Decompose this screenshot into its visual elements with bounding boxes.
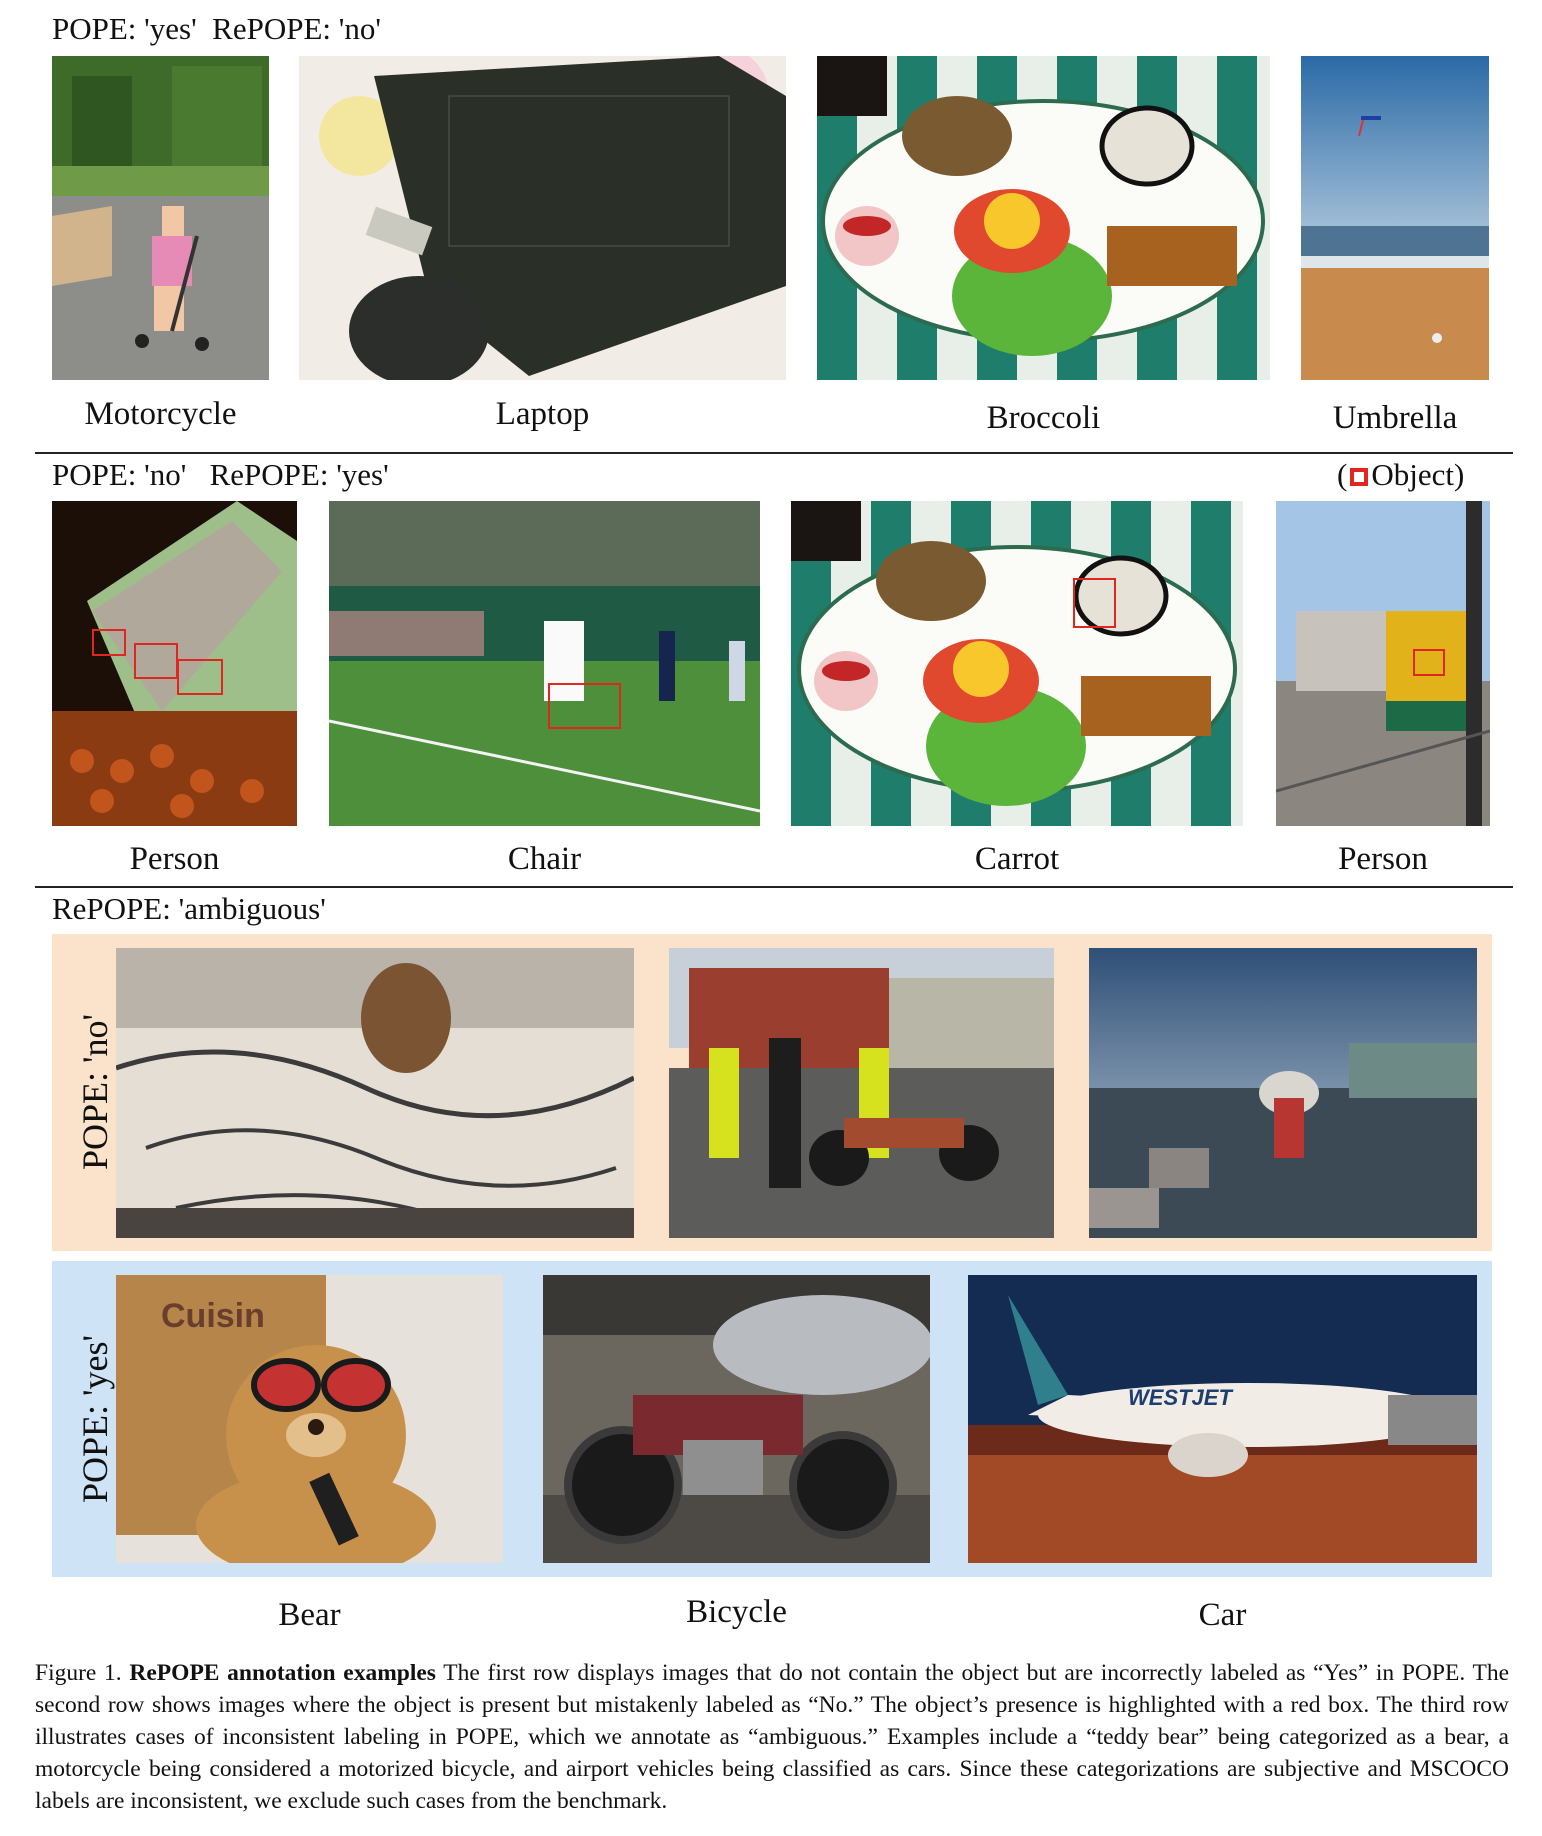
image-airport-dusk-example [1089, 948, 1477, 1238]
divider [35, 886, 1513, 888]
image-motorcycle-example [52, 56, 269, 380]
red-box-legend-icon [1350, 468, 1369, 486]
row3-header: RePOPE: 'ambiguous' [52, 891, 326, 926]
panel-pope-yes: POPE: 'yes' Cuisin [52, 1261, 1492, 1577]
image-laptop-example [299, 56, 786, 380]
object-highlight-box [1073, 578, 1116, 628]
row1-label-broccoli: Broccoli [986, 400, 1101, 436]
image-carrot-example [791, 501, 1243, 826]
image-chair-tennis-example [329, 501, 760, 826]
svg-text:WESTJET: WESTJET [1128, 1385, 1233, 1410]
panel-label-pope-no: POPE: 'no' [75, 1014, 115, 1171]
image-teddy-goggles-example: Cuisin [116, 1275, 503, 1563]
object-highlight-box [92, 629, 126, 656]
image-person-trolley-example [1276, 501, 1490, 826]
row2-label-chair: Chair [507, 841, 582, 877]
row3-label-bicycle: Bicycle [686, 1594, 787, 1630]
panel-label-pope-yes: POPE: 'yes' [75, 1335, 115, 1503]
row1-header: POPE: 'yes' RePOPE: 'no' [52, 11, 381, 46]
legend-open-paren: ( [1337, 457, 1348, 492]
row2-header: POPE: 'no' RePOPE: 'yes' [52, 457, 389, 492]
row3-label-car: Car [1198, 1597, 1247, 1633]
row1-label-umbrella: Umbrella [1332, 400, 1458, 436]
caption-title: RePOPE annotation examples [129, 1660, 436, 1686]
svg-text:Cuisin: Cuisin [161, 1297, 265, 1335]
panel-pope-no: POPE: 'no' [52, 934, 1492, 1251]
object-highlight-box [548, 683, 621, 729]
row1-label-motorcycle: Motorcycle [84, 396, 237, 432]
figure-caption: Figure 1. RePOPE annotation examples The… [35, 1657, 1509, 1817]
image-broccoli-example [817, 56, 1270, 380]
image-teddy-bed-example [116, 948, 634, 1238]
row2-label-person-1: Person [129, 841, 220, 877]
object-highlight-box [134, 643, 178, 679]
image-westjet-plane-example: WESTJET [968, 1275, 1477, 1563]
legend-text: Object) [1371, 457, 1465, 492]
object-highlight-box [177, 659, 223, 695]
object-highlight-box [1413, 649, 1445, 676]
object-legend: ( Object) [1337, 459, 1464, 490]
image-motorcycle-lot-example [669, 948, 1054, 1238]
row2-label-person-2: Person [1338, 841, 1428, 877]
image-person-window-example [52, 501, 297, 826]
row2-label-carrot: Carrot [974, 841, 1060, 877]
image-motorbike-driveway-example [543, 1275, 930, 1563]
row3-label-bear: Bear [278, 1597, 341, 1633]
divider [35, 452, 1513, 454]
image-umbrella-example [1301, 56, 1489, 380]
caption-body: The first row displays images that do no… [35, 1660, 1510, 1814]
caption-prefix: Figure 1. [35, 1660, 122, 1686]
row1-label-laptop: Laptop [495, 396, 590, 432]
